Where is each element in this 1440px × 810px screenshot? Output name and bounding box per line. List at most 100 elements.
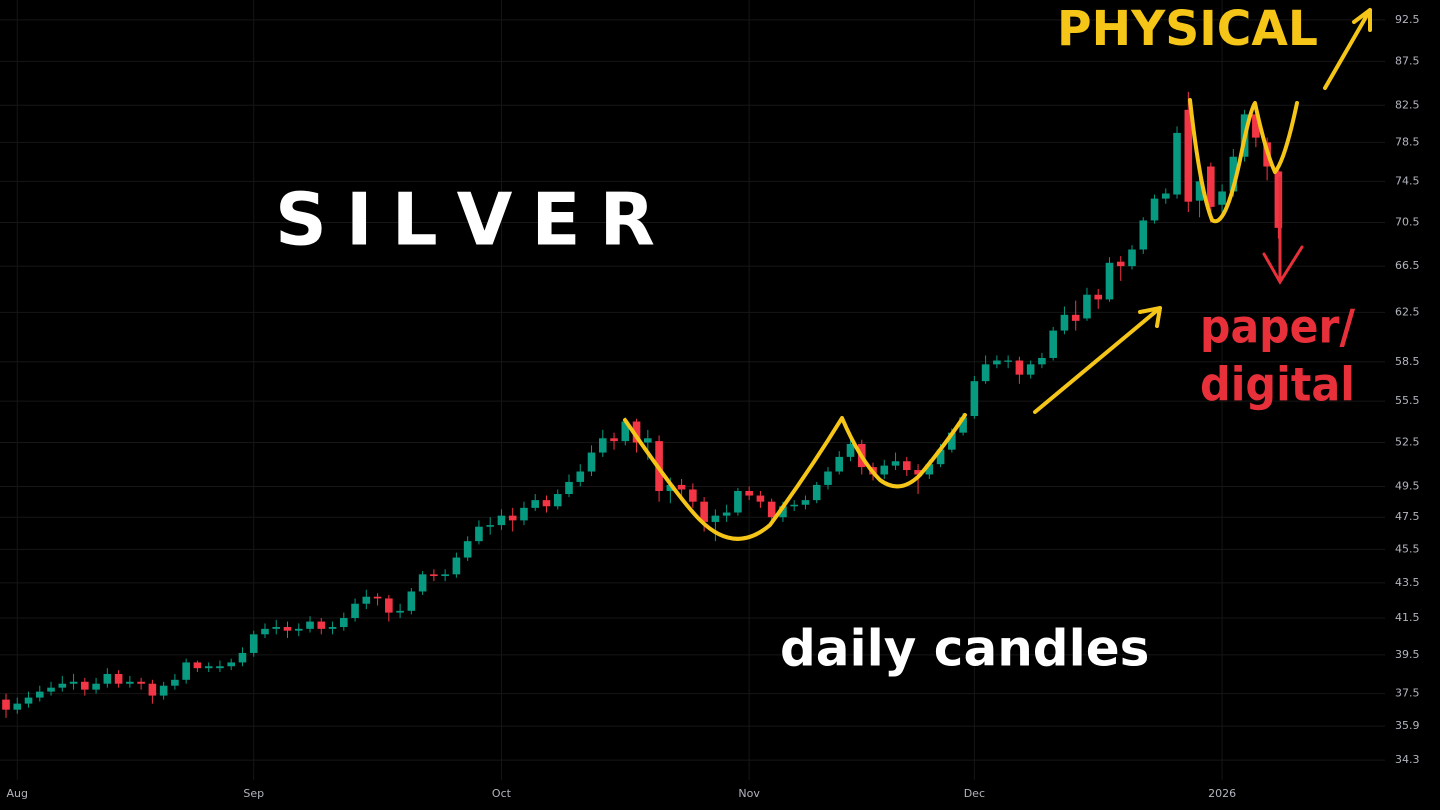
candle-body bbox=[1015, 360, 1024, 375]
candle-body bbox=[351, 603, 359, 618]
x-tick-label: Aug bbox=[7, 787, 28, 800]
y-tick-label: 41.5 bbox=[1395, 611, 1420, 624]
y-tick-label: 78.5 bbox=[1395, 135, 1420, 148]
candle-body bbox=[294, 628, 303, 631]
candle-body bbox=[993, 360, 1001, 365]
y-tick-label: 92.5 bbox=[1395, 13, 1420, 26]
candle-body bbox=[1049, 330, 1057, 358]
drawings bbox=[623, 8, 1372, 541]
candle-body bbox=[216, 666, 224, 669]
candle-body bbox=[666, 484, 675, 491]
yellow-arrow bbox=[1323, 8, 1372, 90]
candle-body bbox=[880, 465, 889, 475]
y-tick-label: 39.5 bbox=[1395, 648, 1420, 661]
candle-body bbox=[801, 500, 810, 505]
candle-body bbox=[2, 699, 10, 710]
candle-body bbox=[914, 470, 922, 475]
candle-body bbox=[497, 515, 506, 526]
annotation: digital bbox=[1200, 358, 1355, 412]
candle-body bbox=[1150, 198, 1159, 221]
candle-body bbox=[1038, 357, 1046, 365]
candle-body bbox=[959, 417, 967, 433]
candle-body bbox=[700, 501, 708, 522]
red-arrow bbox=[1262, 176, 1304, 285]
candle-body bbox=[1218, 191, 1226, 205]
candle-body bbox=[58, 683, 67, 688]
candle-body bbox=[520, 507, 528, 521]
candle-body bbox=[272, 627, 281, 629]
candle-body bbox=[452, 557, 461, 575]
x-tick-label: Oct bbox=[492, 787, 512, 800]
candle-body bbox=[1094, 294, 1103, 300]
candle-body bbox=[24, 697, 33, 704]
candle-body bbox=[114, 673, 123, 684]
candle-body bbox=[598, 438, 607, 453]
candle-body bbox=[103, 673, 112, 684]
candle-body bbox=[261, 628, 269, 635]
candle-body bbox=[1139, 220, 1148, 250]
yellow-curve bbox=[1188, 98, 1299, 224]
candle-body bbox=[69, 681, 78, 684]
y-tick-label: 52.5 bbox=[1395, 436, 1420, 449]
y-tick-label: 37.5 bbox=[1395, 687, 1420, 700]
candle-body bbox=[621, 421, 630, 442]
y-tick-label: 34.3 bbox=[1395, 753, 1420, 766]
candle-body bbox=[475, 526, 483, 542]
y-tick-label: 74.5 bbox=[1395, 174, 1420, 187]
candle-body bbox=[193, 662, 202, 669]
annotation: daily candles bbox=[780, 620, 1149, 678]
candle-body bbox=[126, 681, 134, 684]
candle-body bbox=[430, 574, 438, 577]
candle-body bbox=[587, 452, 596, 472]
candle-body bbox=[734, 490, 742, 513]
x-tick-label: Sep bbox=[243, 787, 264, 800]
candle-body bbox=[925, 464, 934, 475]
candle-body bbox=[1026, 364, 1035, 375]
candle-body bbox=[790, 504, 798, 507]
y-tick-label: 47.5 bbox=[1395, 510, 1420, 523]
y-tick-label: 87.5 bbox=[1395, 54, 1420, 67]
candle-body bbox=[340, 617, 348, 628]
candle-body bbox=[463, 541, 472, 558]
y-tick-label: 45.5 bbox=[1395, 542, 1420, 555]
y-tick-label: 62.5 bbox=[1395, 305, 1420, 318]
candle-body bbox=[249, 634, 258, 653]
candle-body bbox=[238, 652, 247, 663]
candle-body bbox=[722, 512, 731, 516]
candle-body bbox=[1071, 314, 1080, 321]
candle-body bbox=[767, 501, 776, 518]
candle-body bbox=[328, 627, 337, 629]
candle-body bbox=[1161, 193, 1170, 199]
candle-body bbox=[948, 432, 956, 450]
y-tick-label: 70.5 bbox=[1395, 216, 1420, 229]
candle-body bbox=[92, 683, 100, 690]
y-tick-label: 66.5 bbox=[1395, 259, 1420, 272]
candle-body bbox=[1274, 171, 1283, 228]
candle-body bbox=[171, 679, 179, 686]
candle-body bbox=[689, 489, 697, 502]
candle-body bbox=[903, 461, 911, 471]
candle-body bbox=[610, 438, 618, 442]
candle-body bbox=[1128, 249, 1136, 267]
candle-body bbox=[812, 484, 821, 501]
candle-body bbox=[148, 683, 157, 696]
candle-body bbox=[981, 364, 990, 382]
yellow-curve bbox=[623, 413, 967, 541]
candle-body bbox=[835, 456, 844, 472]
candle-body bbox=[508, 515, 517, 521]
y-tick-label: 82.5 bbox=[1395, 98, 1420, 111]
candle-body bbox=[745, 490, 753, 496]
candle-body bbox=[159, 685, 168, 696]
candle-body bbox=[1060, 314, 1069, 331]
y-tick-label: 35.9 bbox=[1395, 719, 1420, 732]
y-tick-label: 43.5 bbox=[1395, 576, 1420, 589]
candle-body bbox=[35, 691, 44, 698]
candle-body bbox=[283, 627, 292, 631]
y-tick-label: 55.5 bbox=[1395, 394, 1420, 407]
candle-body bbox=[824, 471, 832, 485]
candle-body bbox=[542, 500, 551, 507]
candle-body bbox=[1229, 156, 1238, 192]
